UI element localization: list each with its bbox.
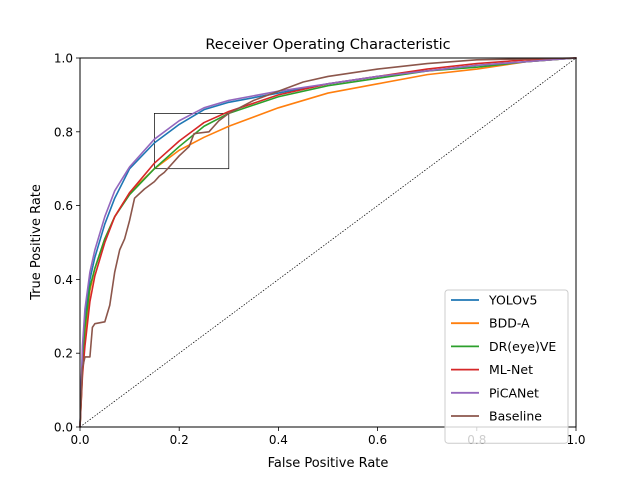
x-tick-label: 1.0: [566, 433, 585, 447]
y-tick-label: 1.0: [54, 52, 73, 66]
y-tick-label: 0.4: [54, 273, 73, 287]
series-line-baseline: [79, 57, 577, 428]
legend-box: [444, 289, 569, 444]
legend-label: YOLOv5: [488, 293, 538, 308]
chart-title: Receiver Operating Characteristic: [205, 37, 450, 53]
y-tick-label: 0.6: [54, 199, 73, 213]
series-line-picanet: [79, 57, 577, 428]
x-tick-label: 0.4: [269, 433, 288, 447]
y-tick-label: 0.8: [54, 125, 73, 139]
x-tick-label: 0.6: [368, 433, 387, 447]
y-tick-label: 0.2: [54, 347, 73, 361]
y-axis-label: True Positive Rate: [29, 184, 44, 301]
series-line-ml-net: [79, 57, 577, 428]
chance-diagonal-line: [79, 57, 577, 428]
y-tick-label: 0.0: [54, 421, 73, 435]
x-tick-label: 0.2: [170, 433, 189, 447]
y-axis: 0.0 0.2 0.4 0.6 0.8 1.0: [54, 52, 80, 435]
x-tick-label: 0.0: [70, 433, 89, 447]
marks-layer: [79, 57, 577, 428]
plot-frame: [79, 57, 577, 428]
legend-label: BDD-A: [489, 316, 530, 331]
legend: YOLOv5 BDD-A DR(eye)VE ML-Net PiCANet Baselin…: [444, 289, 569, 444]
legend-label: DR(eye)VE: [489, 339, 556, 354]
legend-label: ML-Net: [489, 362, 533, 377]
legend-label: Baseline: [489, 409, 542, 424]
x-axis-label: False Positive Rate: [268, 456, 389, 471]
legend-label: PiCANet: [489, 385, 539, 400]
zoom-box: [154, 112, 230, 170]
